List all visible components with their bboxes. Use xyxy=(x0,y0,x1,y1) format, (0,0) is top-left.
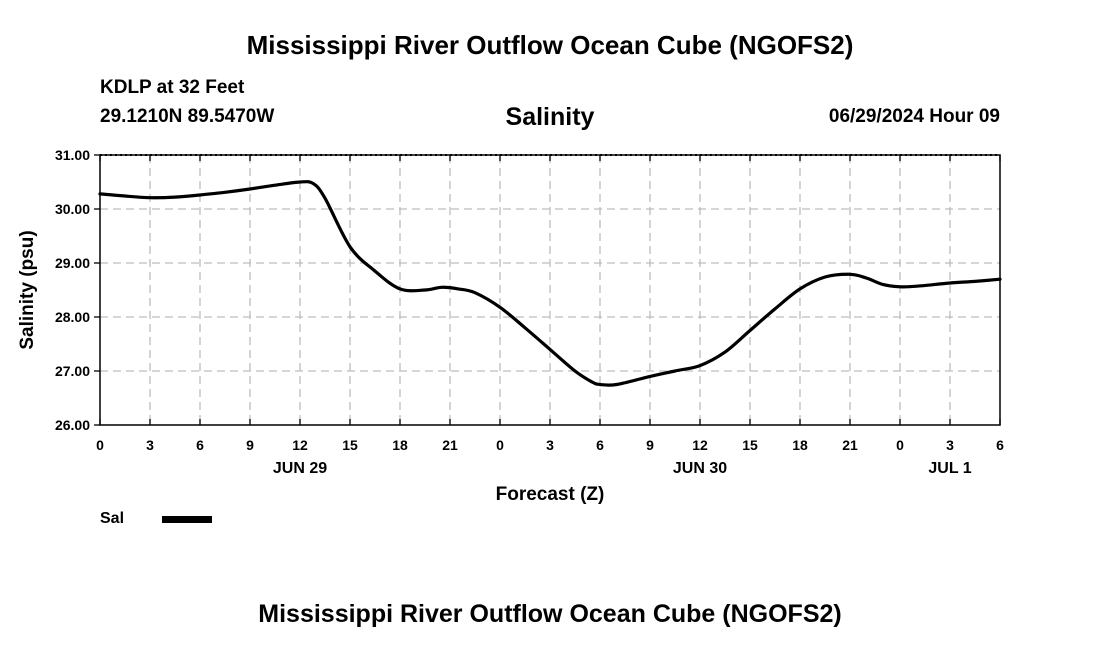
y-tick-label: 28.00 xyxy=(55,309,90,325)
y-tick-label: 26.00 xyxy=(55,417,90,433)
forecast-datetime: 06/29/2024 Hour 09 xyxy=(828,106,1000,127)
x-tick-label: 18 xyxy=(392,437,408,453)
y-tick-label: 29.00 xyxy=(55,255,90,271)
axis-ticks: 26.00 27.00 28.00 29.00 30.00 31.00 0 3 6 9 12 15 18… xyxy=(55,147,1004,477)
x-tick-label: 12 xyxy=(692,437,708,453)
date-label: JUL 1 xyxy=(928,460,971,477)
x-tick-label: 21 xyxy=(442,437,458,453)
date-label: JUN 30 xyxy=(673,460,727,477)
date-label: JUN 29 xyxy=(273,460,327,477)
x-tick-label: 0 xyxy=(96,437,104,453)
series-layer xyxy=(98,180,1002,387)
x-tick-label: 9 xyxy=(646,437,654,453)
x-tick-label: 0 xyxy=(896,437,904,453)
chart-title: Salinity xyxy=(506,103,595,131)
y-tick-label: 27.00 xyxy=(55,363,90,379)
x-tick-label: 12 xyxy=(292,437,308,453)
x-tick-label: 6 xyxy=(596,437,604,453)
page-title: Mississippi River Outflow Ocean Cube (NG… xyxy=(246,30,854,60)
legend-swatch-sal xyxy=(162,516,212,523)
x-tick-label: 21 xyxy=(842,437,858,453)
x-axis-label: Forecast (Z) xyxy=(496,484,605,505)
station-label: KDLP at 32 Feet xyxy=(100,77,245,98)
x-tick-label: 3 xyxy=(546,437,554,453)
x-tick-label: 15 xyxy=(342,437,358,453)
y-tick-label: 30.00 xyxy=(55,201,90,217)
x-tick-label: 9 xyxy=(246,437,254,453)
footer-title: Mississippi River Outflow Ocean Cube (NG… xyxy=(258,600,842,628)
y-axis-label: Salinity (psu) xyxy=(17,230,38,349)
x-tick-label: 6 xyxy=(996,437,1004,453)
x-tick-label: 18 xyxy=(792,437,808,453)
x-tick-label: 15 xyxy=(742,437,758,453)
station-coordinates: 29.1210N 89.5470W xyxy=(100,106,275,127)
legend-label-sal: Sal xyxy=(100,510,125,527)
grid xyxy=(100,155,1000,425)
y-tick-label: 31.00 xyxy=(55,147,90,163)
x-tick-label: 0 xyxy=(496,437,504,453)
x-tick-label: 3 xyxy=(146,437,154,453)
x-tick-label: 6 xyxy=(196,437,204,453)
x-tick-label: 3 xyxy=(946,437,954,453)
series-line-sal xyxy=(98,180,1002,387)
